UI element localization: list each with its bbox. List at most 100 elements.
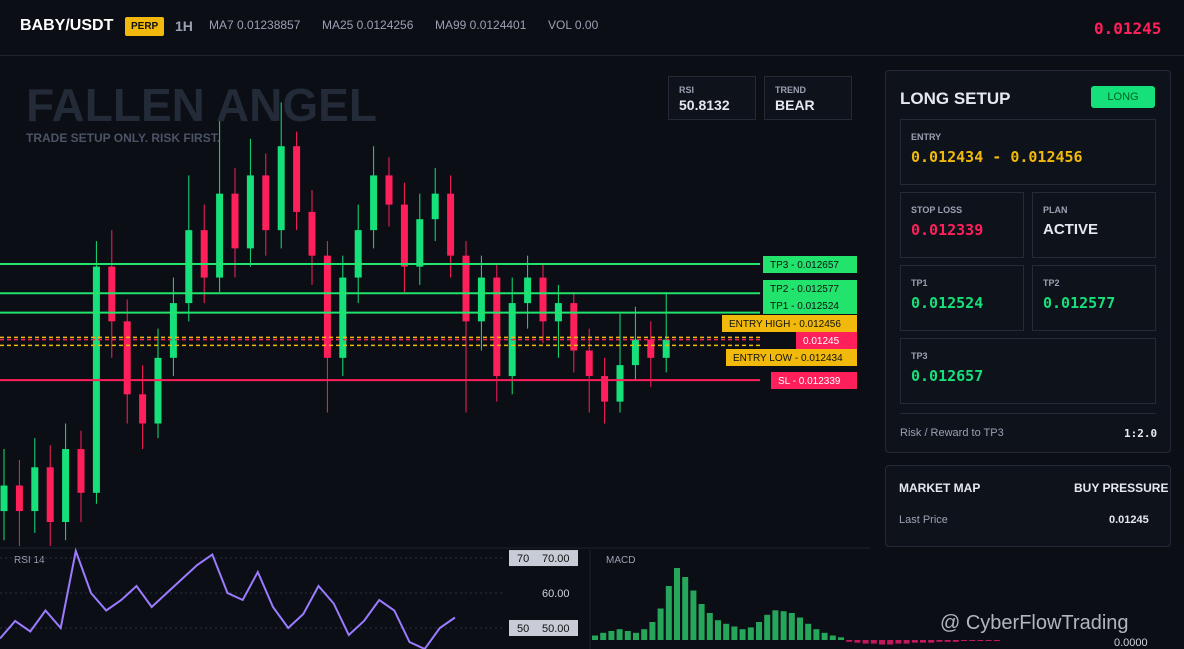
rsi-tag: 50 <box>517 623 529 635</box>
symbol[interactable]: BABY/USDT <box>20 17 114 34</box>
macd-bar <box>993 640 1000 641</box>
tagline: TRADE SETUP ONLY. RISK FIRST. <box>26 131 221 145</box>
candle-body <box>216 193 224 278</box>
candle-body <box>15 485 23 512</box>
macd-bar <box>706 613 713 640</box>
level-tag <box>722 315 857 332</box>
macd-bar <box>788 613 795 640</box>
macd-bar <box>674 568 680 640</box>
rsi-title: RSI 14 <box>14 555 45 566</box>
candle-body <box>339 277 347 358</box>
macd-bar <box>780 611 787 640</box>
stat-value: 50.8132 <box>679 97 730 113</box>
level-label: 0.01245 <box>803 336 840 347</box>
macd-bar <box>920 640 926 643</box>
macd-bar <box>944 640 951 642</box>
ma25: MA25 0.0124256 <box>322 18 414 32</box>
card-value: 0.012577 <box>1043 294 1116 312</box>
level-label: TP1 - 0.012524 <box>770 301 839 312</box>
candle-body <box>31 467 39 512</box>
candle-body <box>139 394 147 424</box>
setup-panel: LONG SETUP LONG ENTRY 0.012434 - 0.01245… <box>885 70 1171 453</box>
candle-body <box>200 230 208 278</box>
interval[interactable]: 1H <box>175 18 193 34</box>
candle-body <box>370 175 378 231</box>
candle-body <box>416 219 424 267</box>
candle-body <box>524 277 532 304</box>
tp3-card: TP3 0.012657 <box>900 338 1156 404</box>
card-label: TP3 <box>911 351 928 361</box>
stat-label: RSI <box>679 85 695 95</box>
rsi-tick-label: 60.00 <box>542 588 570 600</box>
macd-bar <box>911 640 918 643</box>
setup-badge[interactable]: LONG <box>1091 86 1155 108</box>
rsi-tick-label: 70.00 <box>542 553 570 565</box>
ma7: MA7 0.01238857 <box>209 18 301 32</box>
candle-body <box>185 230 193 304</box>
candle-body <box>431 193 439 220</box>
credit: @ CyberFlowTrading <box>940 612 1129 634</box>
macd-bar <box>682 577 689 640</box>
candle-body <box>616 365 624 402</box>
macd-bar <box>969 640 976 641</box>
candle-body <box>385 175 393 205</box>
macd-bar <box>903 640 910 644</box>
macd-title: MACD <box>606 555 635 566</box>
macd-bar <box>805 623 812 640</box>
level-tag <box>796 332 857 349</box>
level-label: SL - 0.012339 <box>778 376 841 387</box>
rsi-tick-label: 50.00 <box>542 623 570 635</box>
level-tag <box>763 256 857 273</box>
rsi-tag-bg <box>509 620 578 637</box>
macd-bar <box>723 623 730 640</box>
map-row-label: Last Price <box>899 514 948 526</box>
card-value: 0.012657 <box>911 367 984 385</box>
rr-label: Risk / Reward to TP3 <box>900 427 1004 439</box>
map-row-value: 0.01245 <box>1109 514 1149 526</box>
candle-body <box>293 146 301 212</box>
card-label: ENTRY <box>911 132 942 142</box>
card-value: 0.012524 <box>911 294 984 312</box>
tp1-card: TP1 0.012524 <box>900 265 1024 331</box>
candle-body <box>169 303 177 358</box>
macd-bar <box>928 640 935 643</box>
macd-bar <box>961 640 967 641</box>
macd-bar <box>624 631 631 640</box>
card-label: TP2 <box>1043 278 1060 288</box>
level-tag <box>771 372 857 389</box>
plan-card: PLAN ACTIVE <box>1032 192 1156 258</box>
macd-bar <box>854 640 861 643</box>
macd-bar <box>616 629 623 640</box>
macd-bar <box>690 590 697 640</box>
macd-bar <box>829 635 836 640</box>
price-area <box>0 102 670 546</box>
candle-body <box>647 339 655 358</box>
card-label: STOP LOSS <box>911 205 963 215</box>
macd-bar <box>772 610 779 640</box>
macd-bar <box>698 604 705 640</box>
candle-body <box>585 350 593 377</box>
badge: PERP <box>125 17 165 36</box>
ma99: MA99 0.0124401 <box>435 18 527 32</box>
level-tag <box>763 297 857 314</box>
candle-body <box>62 449 70 523</box>
macd-zero-label: 0.0000 <box>1114 637 1148 649</box>
macd-bar <box>657 608 664 640</box>
macd-bar <box>952 640 959 642</box>
candle-body <box>0 485 8 512</box>
stat-rsi: RSI 50.8132 <box>668 76 756 120</box>
entry-card: ENTRY 0.012434 - 0.012456 <box>900 119 1156 185</box>
card-value: 0.012339 <box>911 221 984 239</box>
macd-bar <box>665 586 672 640</box>
macd-bar <box>879 640 885 645</box>
stat-label: TREND <box>775 85 806 95</box>
card-value: 0.012434 - 0.012456 <box>911 148 1083 166</box>
candle-body <box>354 230 362 278</box>
macd-bar <box>977 640 984 641</box>
macd-bar <box>846 640 853 642</box>
macd-bar <box>715 620 721 640</box>
candle-body <box>308 211 316 256</box>
vol: VOL 0.00 <box>548 18 599 32</box>
macd-bar <box>731 626 738 640</box>
